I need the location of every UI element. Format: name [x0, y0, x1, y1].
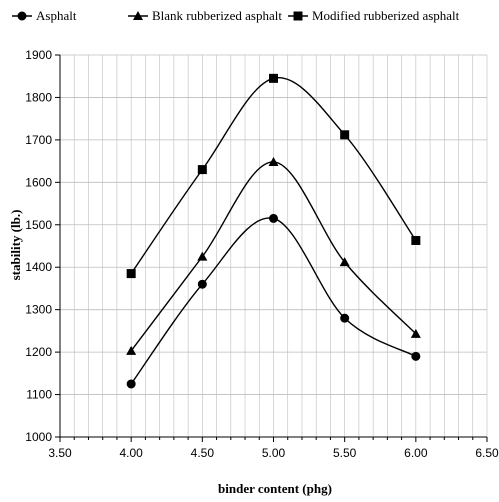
- data-point: [268, 156, 279, 166]
- series-layer: [126, 73, 421, 389]
- x-tick-label: 6.00: [404, 446, 428, 460]
- data-point: [339, 257, 350, 267]
- legend-marker: [293, 11, 303, 21]
- y-tick-label: 1100: [26, 388, 52, 402]
- y-tick-label: 1000: [25, 430, 52, 444]
- tick-labels: 1000 1100 1200 1300 1400 1500 1600 1700 1800 1900…: [25, 48, 499, 460]
- data-point: [269, 213, 278, 223]
- legend-item: Modified rubberized asphalt: [288, 8, 460, 23]
- y-tick-label: 1500: [25, 218, 52, 232]
- data-point: [126, 379, 136, 389]
- x-axis-title: binder content (phg): [218, 481, 332, 496]
- y-tick-label: 1300: [25, 303, 52, 317]
- y-tick-label: 1400: [25, 260, 52, 274]
- x-tick-label: 4.00: [119, 446, 143, 460]
- data-point: [197, 165, 207, 175]
- data-point: [340, 313, 350, 323]
- series-triangle: [126, 156, 421, 355]
- y-axis-title: stability (lb.): [8, 210, 23, 281]
- legend-item: Blank rubberized asphalt: [128, 8, 282, 23]
- x-tick-label: 5.00: [262, 446, 286, 460]
- series-square: [126, 73, 421, 279]
- legend-label: Blank rubberized asphalt: [152, 8, 282, 23]
- grid: [55, 54, 488, 442]
- data-point: [197, 279, 207, 289]
- x-tick-label: 3.50: [48, 446, 72, 460]
- x-tick-label: 6.50: [475, 446, 499, 460]
- legend-marker: [133, 11, 143, 20]
- data-point: [411, 351, 421, 361]
- data-point: [410, 328, 421, 338]
- y-tick-label: 1700: [25, 133, 52, 147]
- y-tick-label: 1200: [25, 345, 52, 359]
- legend-item: Asphalt: [12, 8, 77, 23]
- data-point: [411, 235, 421, 245]
- data-point: [269, 73, 278, 83]
- legend-label: Asphalt: [36, 8, 77, 23]
- x-tick-label: 5.50: [333, 446, 357, 460]
- data-point: [126, 269, 136, 279]
- y-tick-label: 1600: [25, 175, 52, 189]
- y-tick-label: 1900: [25, 48, 52, 62]
- y-tick-label: 1800: [25, 90, 52, 104]
- data-point: [126, 345, 137, 355]
- legend-marker: [17, 11, 27, 21]
- data-point: [197, 251, 208, 261]
- legend: Asphalt Blank rubberized asphalt Modified …: [12, 8, 460, 23]
- legend-label: Modified rubberized asphalt: [312, 8, 460, 23]
- data-point: [340, 130, 350, 140]
- x-tick-label: 4.50: [191, 446, 215, 460]
- series-circle: [126, 213, 421, 389]
